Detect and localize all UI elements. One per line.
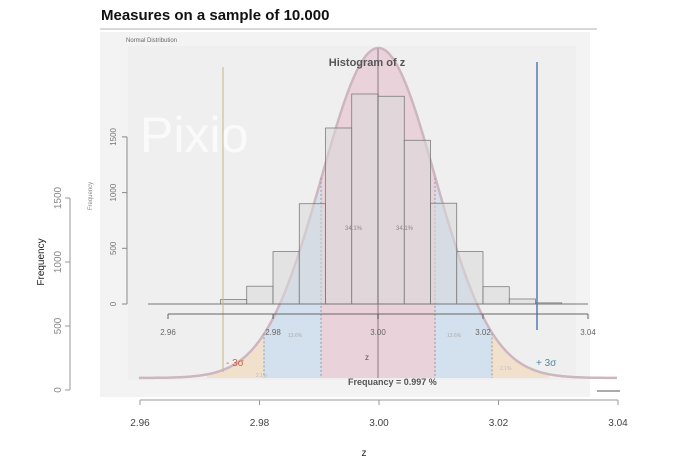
inner-axes: 2.96 2.98 3.00 3.02 3.04 0 500 1000 1500 (109, 127, 596, 337)
inner-x-label: z (365, 353, 369, 362)
outer-y-tick-label: 1000 (53, 250, 64, 273)
histogram-bar (272, 251, 300, 305)
watermark: Pixio (140, 107, 248, 163)
inner-x-tick-label: 3.04 (580, 328, 596, 337)
histogram-bar (430, 202, 458, 305)
inner-x-tick-label: 2.98 (265, 328, 281, 337)
outer-x-tick-label: 3.02 (489, 418, 509, 429)
inner-y-tick-label: 0 (109, 301, 118, 306)
panel-caption: Normal Distribution (126, 38, 177, 44)
outer-x-tick-label: 3.04 (608, 418, 628, 429)
inner-y-tick-label: 1500 (109, 127, 118, 145)
outer-y-tick-label: 0 (53, 387, 64, 393)
label-34-right: 34.1% (396, 226, 414, 232)
histogram-title: Histogram of z (329, 57, 406, 69)
minus-3sigma-label: - 3σ (226, 358, 245, 369)
page-title: Measures on a sample of 10.000 (101, 7, 330, 24)
outer-x-tick-label: 2.96 (130, 418, 150, 429)
histogram-bar (508, 298, 536, 305)
histogram-bar (456, 251, 484, 305)
outer-y-tick-label: 500 (53, 317, 64, 334)
histogram-bar (482, 286, 510, 305)
histogram-bar (246, 285, 274, 305)
inner-x-tick-label: 3.02 (475, 328, 491, 337)
inner-x-tick-label: 3.00 (370, 328, 386, 337)
inner-y-label: Frequency (88, 182, 94, 210)
three-sigma-right-region (492, 333, 549, 378)
label-13-right: 13.6% (447, 333, 462, 339)
label-2-left: 2.1% (256, 373, 268, 379)
outer-x-tick-label: 2.98 (250, 418, 270, 429)
title-divider (100, 28, 597, 30)
histogram-bar (377, 95, 405, 305)
label-2-right: 2.1% (500, 366, 512, 372)
plus-3sigma-label: + 3σ (536, 358, 557, 369)
histogram-bar (325, 127, 353, 305)
histogram-bar (351, 93, 379, 305)
outer-x-label: z (362, 448, 367, 459)
frequency-note: Frequancy = 0.997 % (348, 377, 437, 387)
label-13-left: 13.6% (288, 333, 303, 339)
inner-x-tick-label: 2.96 (160, 328, 176, 337)
label-34-left: 34.1% (345, 226, 363, 232)
histogram-bar (220, 299, 248, 305)
outer-y-label: Frequency (36, 238, 47, 285)
inner-y-tick-label: 500 (109, 241, 118, 255)
histogram-bar (403, 139, 431, 305)
histogram-bar (298, 203, 326, 305)
outer-axes: 2.96 2.98 3.00 3.02 3.04 0 500 1000 1500 (53, 186, 628, 429)
outer-x-tick-label: 3.00 (369, 418, 389, 429)
inner-y-tick-label: 1000 (109, 183, 118, 201)
three-sigma-left-region (207, 333, 264, 378)
outer-y-tick-label: 1500 (53, 186, 64, 209)
histogram-bars (148, 93, 588, 305)
